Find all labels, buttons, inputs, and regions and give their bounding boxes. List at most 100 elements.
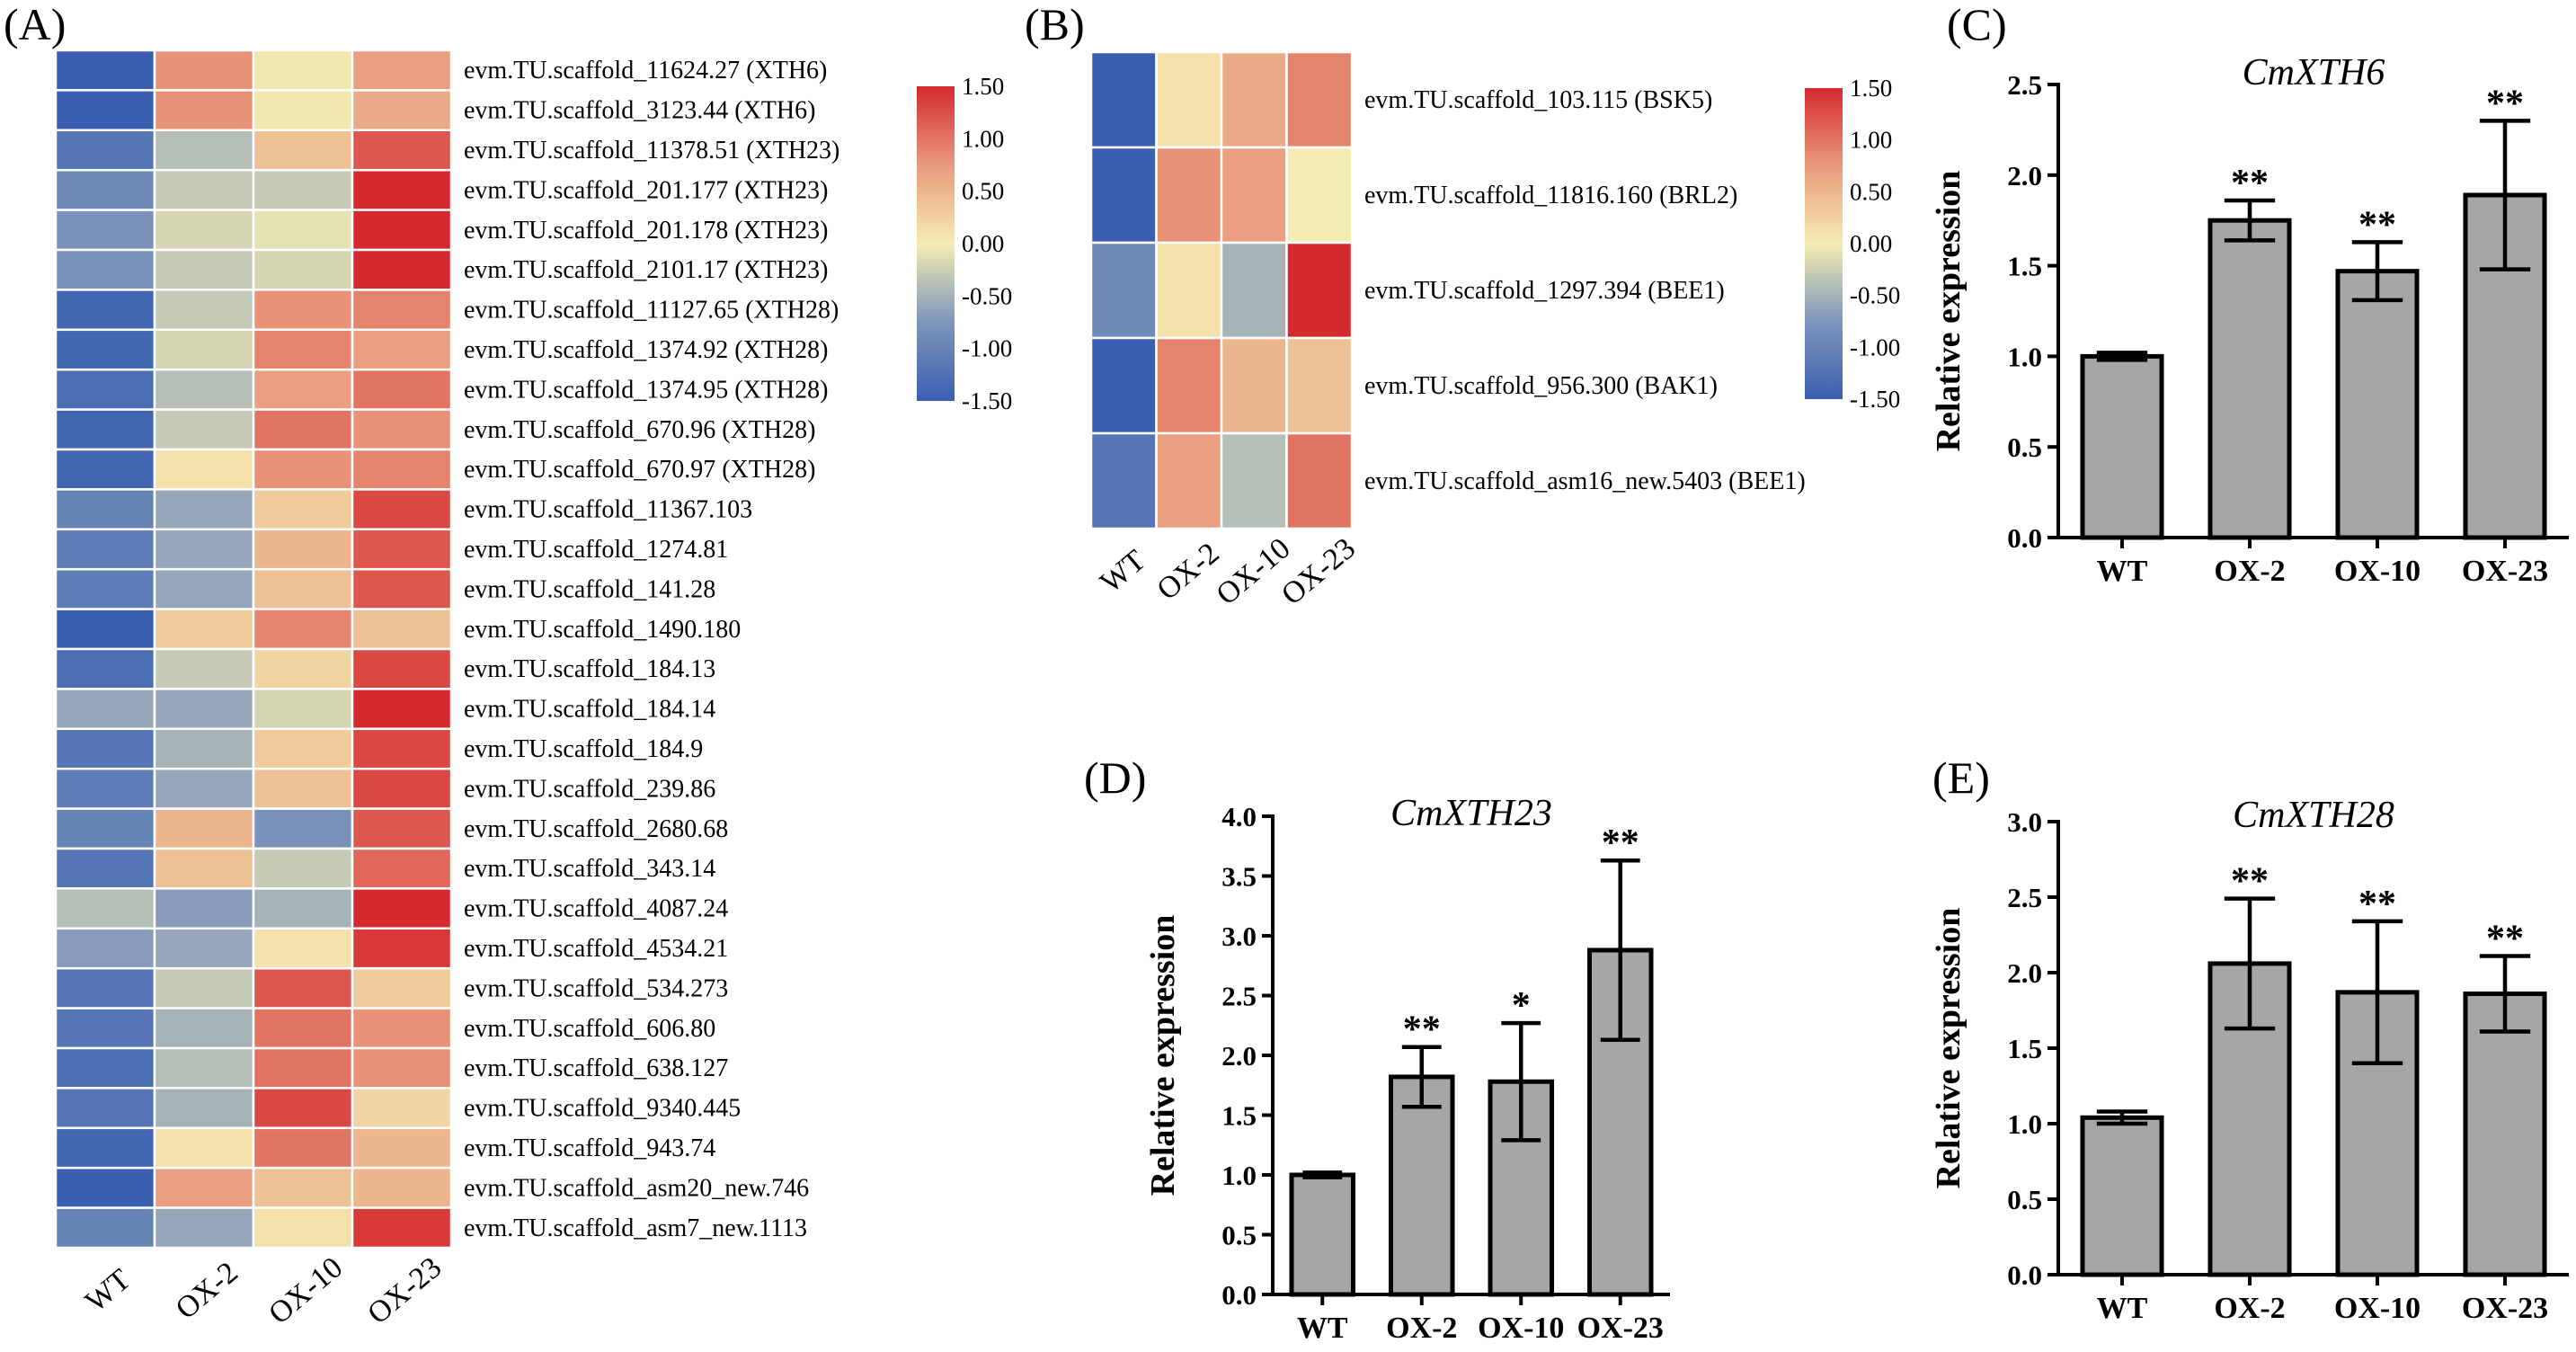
chart-title: CmXTH23: [1390, 793, 1552, 834]
heatmap-cell: [351, 1046, 453, 1090]
bar-panel-4: (E) CmXTH28 Relative expression 0.0 0.5 1.0 1.…: [1930, 752, 2569, 1325]
heatmap-row-label: evm.TU.scaffold_4534.21: [464, 935, 728, 963]
heatmap-cell: [351, 1166, 453, 1209]
heatmap-cell: [1089, 50, 1158, 149]
chart-title: CmXTH6: [2243, 52, 2385, 93]
significance-marker: **: [2231, 861, 2269, 903]
heatmap-cell: [153, 129, 255, 172]
heatmap-cell: [252, 129, 354, 172]
heatmap-cell: [54, 966, 156, 1010]
heatmap-cell: [153, 1166, 255, 1209]
heatmap-cell: [351, 248, 453, 291]
heatmap-cell: [1155, 431, 1223, 530]
colorbar-tick-label: -1.00: [1850, 334, 1900, 360]
bar: [2463, 992, 2547, 1277]
heatmap-cell: [1285, 146, 1354, 245]
y-tick-label: 2.5: [2007, 882, 2042, 913]
colorbar-tick-label: 1.50: [1850, 75, 1892, 102]
heatmap-row-label: evm.TU.scaffold_2680.68: [464, 815, 728, 843]
heatmap-cell: [54, 368, 156, 411]
heatmap-cell: [351, 89, 453, 132]
heatmap-cell: [54, 807, 156, 850]
heatmap-cell: [252, 408, 354, 451]
heatmap-cell: [351, 129, 453, 172]
heatmap-cell: [252, 847, 354, 890]
heatmap-row-label: evm.TU.scaffold_asm16_new.5403 (BEE1): [1364, 467, 1806, 495]
x-tick-label: WT: [2097, 555, 2148, 588]
heatmap-cell: [54, 1007, 156, 1050]
heatmap-cell: [351, 847, 453, 890]
y-tick-label: 2.0: [1221, 1040, 1257, 1072]
x-tick-label: OX-23: [1577, 1312, 1664, 1345]
colorbar-tick-label: -1.00: [962, 335, 1012, 362]
significance-marker: **: [2358, 884, 2396, 925]
heatmap-cell: [153, 847, 255, 890]
heatmap-cell: [1089, 146, 1158, 245]
y-tick-label: 3.0: [1221, 921, 1257, 952]
heatmap-row-label: evm.TU.scaffold_103.115 (BSK5): [1364, 86, 1712, 114]
heatmap-cell: [1155, 336, 1223, 435]
heatmap-cell: [351, 408, 453, 451]
heatmap-cell: [54, 49, 156, 92]
heatmap-row-label: evm.TU.scaffold_670.97 (XTH28): [464, 456, 815, 484]
error-bar: [1501, 1020, 1541, 1143]
heatmap-cell: [153, 688, 255, 731]
heatmap-row-label: evm.TU.scaffold_184.9: [464, 735, 703, 763]
panel-letter: (C): [1947, 0, 2007, 49]
y-tick-label: 1.5: [2007, 251, 2042, 282]
y-tick-label: 1.5: [2007, 1033, 2042, 1064]
heatmap-cell: [351, 328, 453, 371]
heatmap-cell: [252, 887, 354, 930]
heatmap-cell: [153, 528, 255, 571]
y-tick-label: 2.0: [2007, 957, 2042, 989]
heatmap-cell: [153, 807, 255, 850]
heatmap-cell: [252, 647, 354, 690]
heatmap-cell: [351, 647, 453, 690]
heatmap-cell: [54, 1126, 156, 1170]
bar: [1388, 1074, 1455, 1297]
heatmap-row-label: evm.TU.scaffold_11367.103: [464, 496, 752, 524]
heatmap-row-label: evm.TU.scaffold_1297.394 (BEE1): [1364, 277, 1725, 305]
heatmap-cell: [252, 1206, 354, 1250]
significance-marker: **: [2486, 83, 2524, 124]
heatmap-cell: [153, 289, 255, 332]
y-tick-label: 1.5: [1221, 1100, 1257, 1132]
heatmap-row-label: evm.TU.scaffold_9340.445: [464, 1095, 741, 1123]
heatmap-cell: [153, 647, 255, 690]
heatmap-cell: [54, 1166, 156, 1209]
heatmap-cell: [351, 567, 453, 610]
heatmap-cell: [252, 727, 354, 770]
heatmap-cell: [351, 1087, 453, 1130]
chart-title: CmXTH28: [2233, 795, 2394, 836]
heatmap-cell: [351, 168, 453, 211]
heatmap-cell: [54, 89, 156, 132]
heatmap-row-label: evm.TU.scaffold_asm20_new.746: [464, 1174, 809, 1202]
heatmap-column-label: OX-10: [1210, 531, 1296, 611]
heatmap-cell: [252, 49, 354, 92]
heatmap-row-label: evm.TU.scaffold_2101.17 (XTH23): [464, 256, 828, 284]
heatmap-column-label: OX-23: [361, 1250, 448, 1330]
heatmap-cell: [252, 89, 354, 132]
heatmap-row-label: evm.TU.scaffold_184.13: [464, 655, 715, 683]
heatmap-cell: [252, 567, 354, 610]
heatmap-cell: [1220, 146, 1288, 245]
bar: [2080, 1115, 2164, 1277]
significance-marker: **: [2486, 919, 2524, 960]
heatmap-cell: [252, 209, 354, 252]
heatmap-panel-0: (A) evm.TU.scaffold_11624.27 (XTH6) evm.TU…: [4, 0, 1012, 1330]
heatmap-cell: [54, 408, 156, 451]
significance-marker: *: [1512, 985, 1531, 1027]
colorbar-tick-label: 0.00: [1850, 230, 1892, 257]
error-bar: [1302, 1170, 1343, 1179]
y-tick-label: 2.5: [1221, 981, 1257, 1012]
heatmap-row-label: evm.TU.scaffold_3123.44 (XTH6): [464, 97, 815, 125]
heatmap-column-label: OX-2: [170, 1256, 244, 1326]
heatmap-row-label: evm.TU.scaffold_4087.24: [464, 895, 728, 923]
heatmap-cell: [351, 1007, 453, 1050]
heatmap-cell: [252, 1046, 354, 1090]
colorbar-tick-label: 0.50: [962, 178, 1004, 205]
heatmap-cell: [252, 688, 354, 731]
heatmap-cell: [351, 488, 453, 531]
y-tick-label: 0.5: [1221, 1220, 1257, 1251]
y-tick-label: 0.5: [2007, 1184, 2042, 1215]
